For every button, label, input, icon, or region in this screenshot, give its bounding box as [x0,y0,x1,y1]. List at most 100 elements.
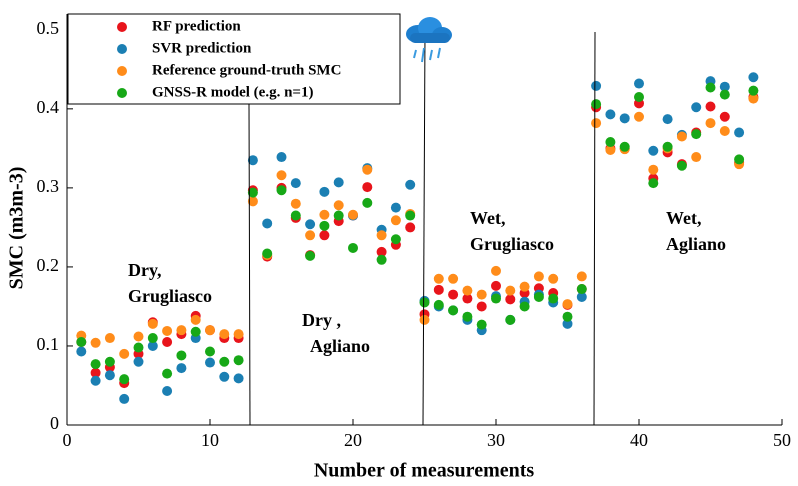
data-point [619,113,630,124]
data-point [734,127,745,138]
data-point [591,80,602,91]
data-point [333,177,344,188]
data-point [147,318,158,329]
annotation: Dry , [302,310,341,330]
data-point [519,301,530,312]
data-point [190,314,201,325]
data-point [748,93,759,104]
data-point [505,314,516,325]
data-point [705,118,716,129]
legend-marker [117,66,127,76]
y-tick-label: 0.1 [37,334,60,354]
data-point [605,144,616,155]
data-point [319,230,330,241]
x-tick-label: 40 [630,430,648,450]
data-point [305,250,316,261]
data-point [576,291,587,302]
data-point [333,200,344,211]
data-point [419,314,430,325]
data-point [533,271,544,282]
data-point [162,368,173,379]
data-point [719,111,730,122]
y-tick-label: 0.5 [37,18,60,38]
data-point [605,137,616,148]
data-point [104,356,115,367]
data-point [405,210,416,221]
data-point [634,91,644,102]
data-point [247,196,258,207]
data-point [448,273,459,284]
data-point [505,294,516,305]
annotation: Grugliasco [128,286,212,306]
data-point [119,348,130,359]
data-point [147,333,158,344]
data-point [691,129,702,140]
data-point [362,197,373,208]
data-point [476,319,487,330]
x-tick-label: 30 [487,430,505,450]
annotation: Wet, [470,208,506,228]
y-tick-label: 0.3 [37,176,60,196]
x-tick-label: 50 [773,430,791,450]
data-point [562,299,573,310]
legend-label: GNSS-R model (e.g. n=1) [152,84,313,100]
rain-icon [406,17,452,63]
data-point [562,311,573,322]
y-tick-label: 0.2 [37,255,60,275]
data-point [162,337,173,348]
annotation: Grugliasco [470,234,554,254]
data-point [619,141,630,152]
data-point [648,164,659,175]
data-point [476,301,487,312]
data-point [276,152,287,163]
data-point [219,371,230,382]
data-point [362,182,373,193]
x-tick-label: 10 [201,430,219,450]
legend-label: RF prediction [152,18,241,34]
data-point [719,125,730,136]
data-point [133,342,144,353]
data-point [462,293,473,304]
data-point [205,346,215,357]
data-point [333,210,344,221]
data-point [133,331,144,342]
legend-label: Reference ground-truth SMC [152,62,341,78]
separator [593,31,596,426]
data-point [462,285,473,296]
data-point [219,356,230,367]
data-point [348,209,358,220]
data-point [390,234,401,245]
data-point [505,285,516,296]
annotation: Agliano [666,234,726,254]
data-point [662,141,673,152]
data-point [433,273,444,284]
data-point [176,350,187,361]
data-point [219,329,230,340]
data-point [462,311,473,322]
data-point [705,82,716,93]
y-tick-label: 0.4 [37,97,60,117]
data-point [376,254,387,265]
legend-marker [117,44,127,54]
data-point [519,281,530,292]
data-point [562,318,573,329]
legend-label: SVR prediction [152,40,252,56]
data-point [290,198,301,209]
data-point [190,326,201,337]
data-point [376,230,387,241]
y-tick-label: 0 [50,413,59,433]
legend-marker [117,88,127,98]
data-point [676,131,687,142]
data-point [719,81,730,92]
data-point [548,273,559,284]
data-point [104,370,115,381]
data-point [591,118,602,129]
legend-marker [117,22,127,32]
data-point [205,357,215,368]
data-point [90,367,101,378]
plot-area: 0 10 20 30 40 50 0 0.1 0.2 0.3 0.4 0.5 [37,14,791,450]
data-point [691,152,702,163]
x-tick-label: 20 [344,430,362,450]
separator [248,103,251,426]
